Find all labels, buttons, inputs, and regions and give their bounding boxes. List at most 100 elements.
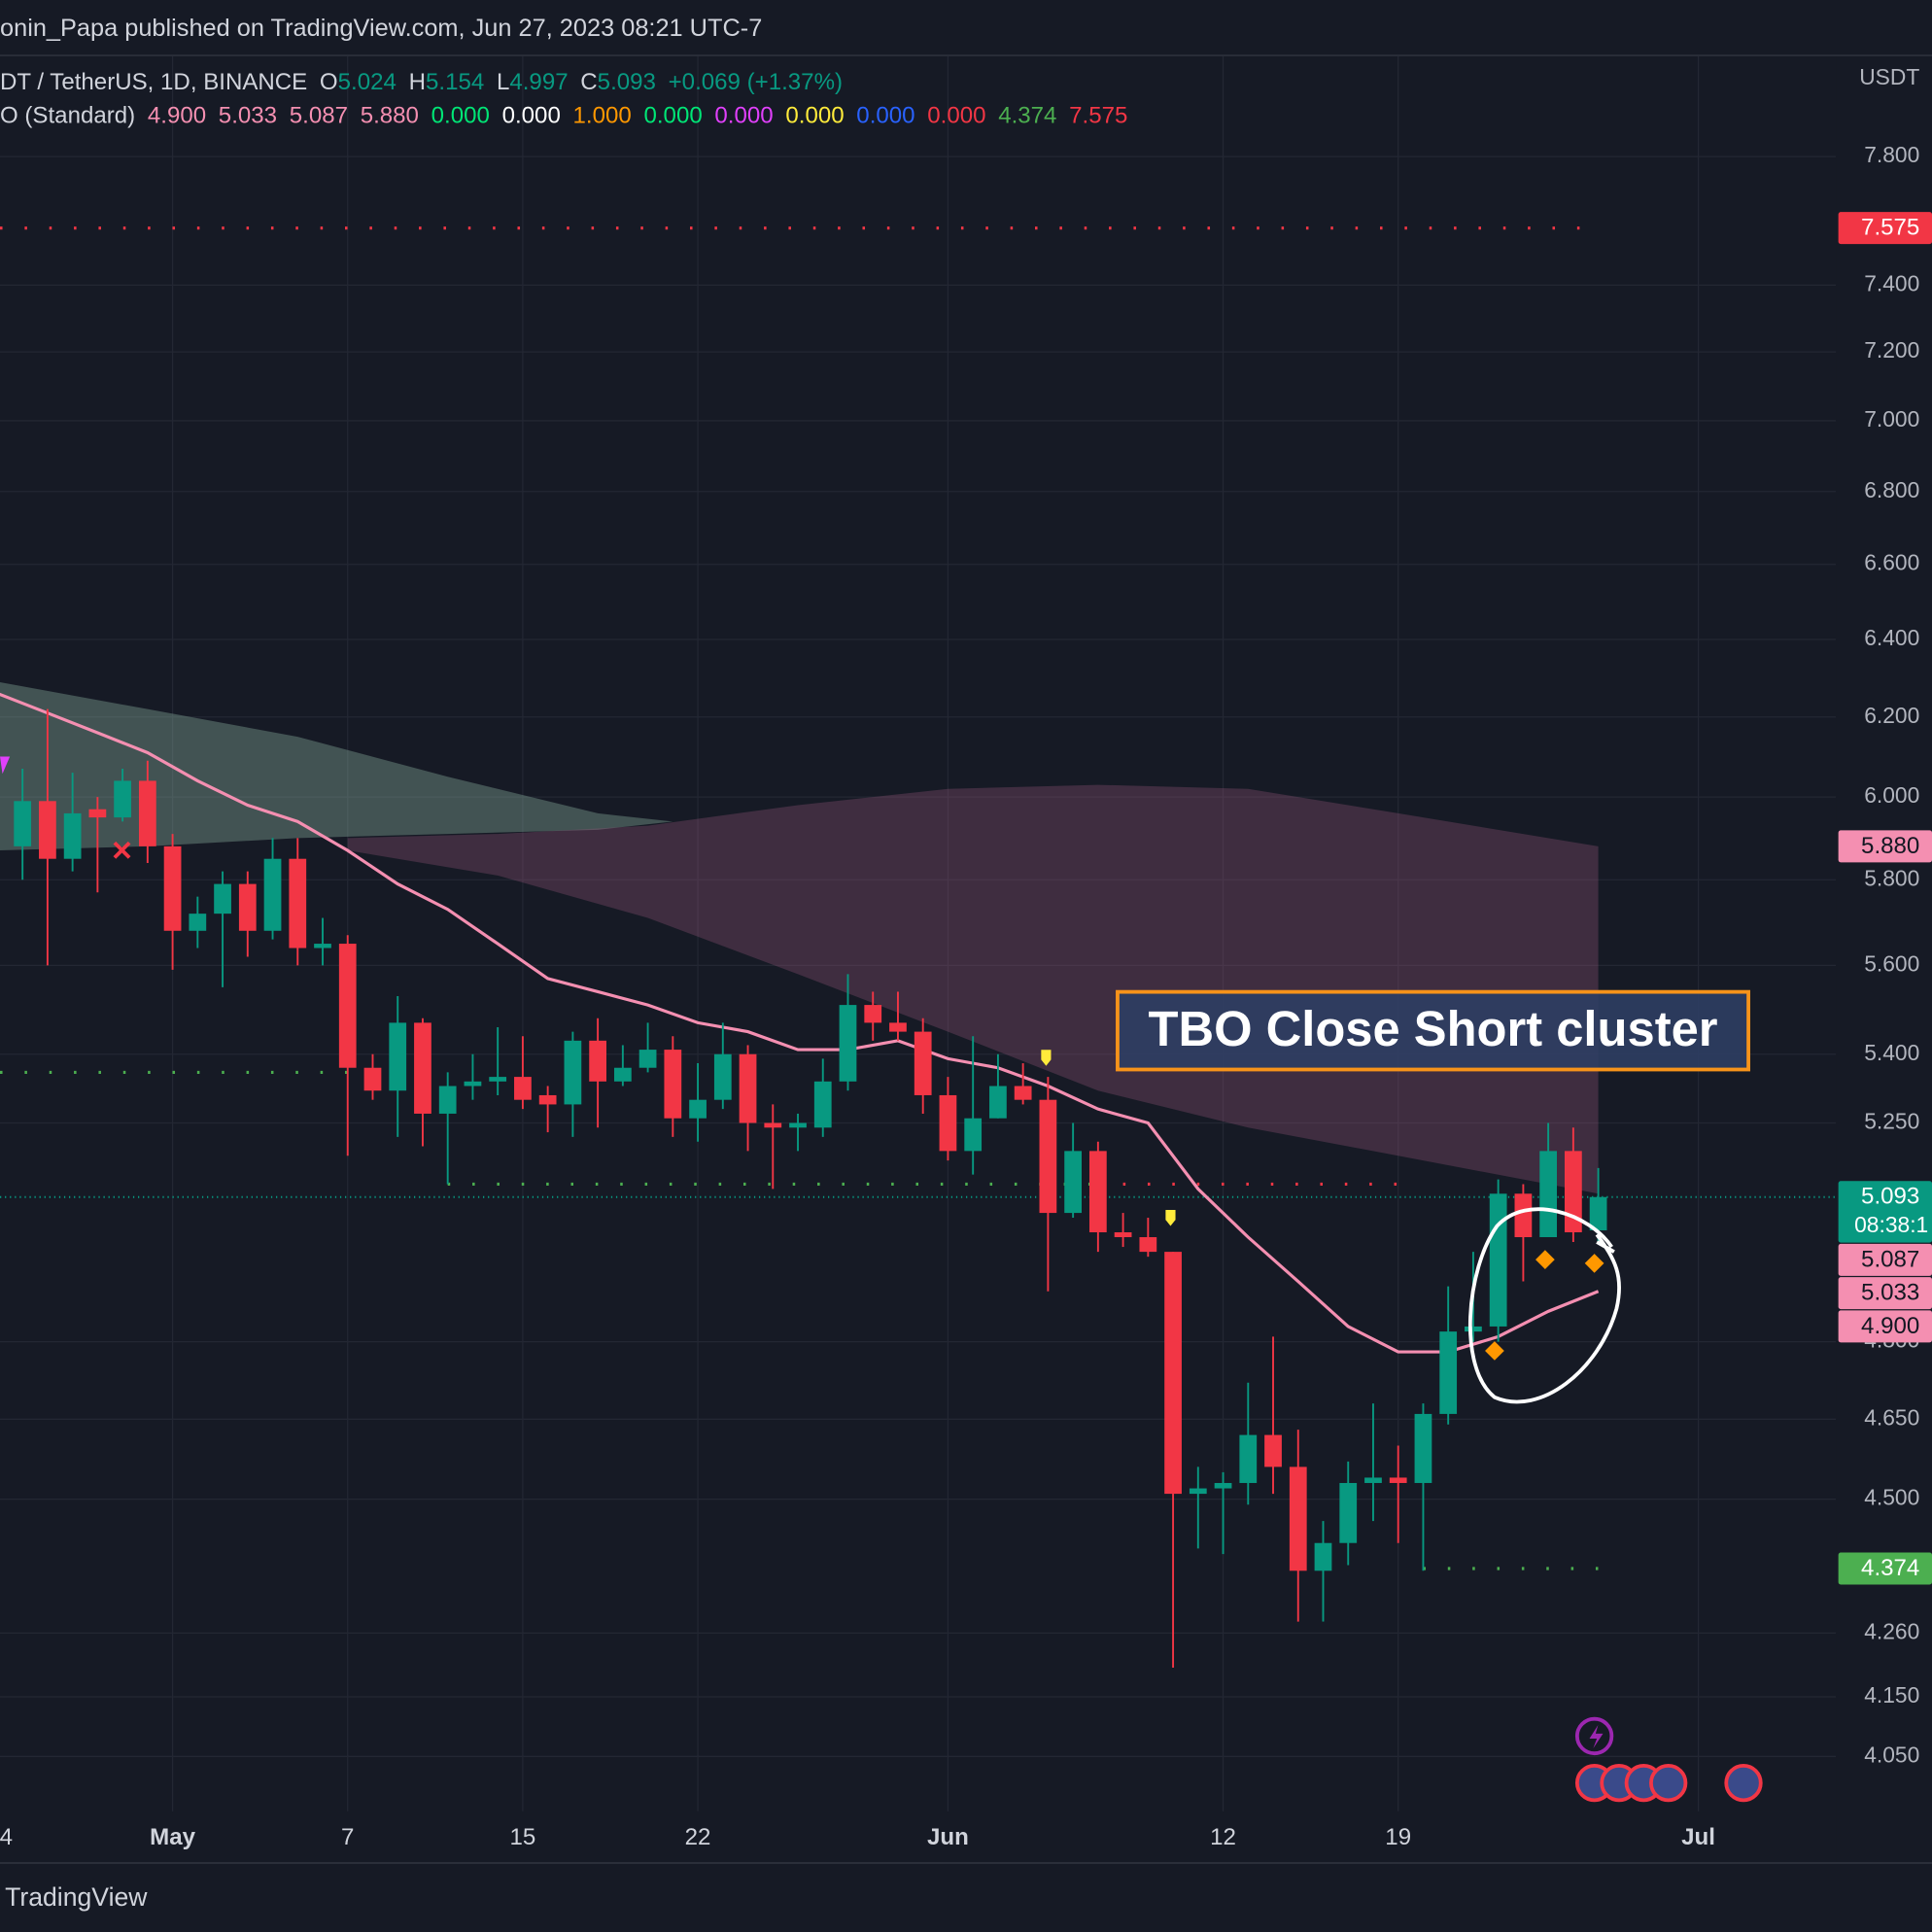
y-tick-label: 4.500 [1864, 1485, 1919, 1510]
candle-body [689, 1099, 707, 1119]
legend-item: 5.093 [598, 70, 656, 96]
candle-body [1514, 1193, 1533, 1238]
candle-body [1189, 1488, 1207, 1495]
price-label: 7.575 [1861, 215, 1919, 241]
y-tick-label: 6.800 [1864, 477, 1919, 502]
legend-item: C [580, 70, 597, 96]
legend-line: DT / TetherUS, 1D, BINANCE O5.024 H5.154 L4… [0, 70, 843, 96]
y-tick-label: 4.050 [1864, 1742, 1919, 1767]
legend-item: O [320, 70, 338, 96]
price-label-box [1838, 1310, 1932, 1343]
legend-item: 0.000 [643, 103, 702, 129]
legend-item: 5.024 [338, 70, 397, 96]
x-tick-label: 4 [0, 1824, 13, 1850]
y-tick-label: 4.150 [1864, 1682, 1919, 1708]
y-tick-label: 7.200 [1864, 337, 1919, 362]
candle-body [739, 1053, 757, 1123]
candle-body [964, 1118, 983, 1152]
candle-body [989, 1086, 1007, 1119]
candle-body [839, 1005, 857, 1082]
y-tick-label: 5.600 [1864, 950, 1919, 976]
countdown-label: 08:38:1 [1854, 1212, 1928, 1237]
legend-item: 4.374 [998, 103, 1056, 129]
signal-diamond [1485, 1341, 1504, 1361]
legend-item: O (Standard) [0, 103, 135, 129]
x-tick-label: 7 [341, 1824, 354, 1850]
y-tick-label: 6.200 [1864, 703, 1919, 728]
legend-item: 0.000 [714, 103, 773, 129]
legend-item: 4.900 [148, 103, 206, 129]
event-flag[interactable] [1649, 1763, 1688, 1803]
cloud-area [347, 784, 1599, 1194]
events [1574, 1716, 1763, 1803]
candle-body [664, 1050, 682, 1119]
y-tick-label: 5.800 [1864, 865, 1919, 890]
candle-body [214, 883, 231, 914]
candle-body [1064, 1151, 1082, 1214]
candle-body [764, 1122, 782, 1128]
candle-body [289, 858, 307, 949]
candle-body [1289, 1466, 1307, 1571]
candles [14, 708, 1607, 1668]
candle-body [1239, 1434, 1258, 1483]
legend-item: 1.000 [573, 103, 632, 129]
candle-body [1414, 1413, 1432, 1483]
signal-marker [1041, 1050, 1052, 1066]
candle-body [589, 1040, 606, 1082]
legend-item: 0.000 [785, 103, 844, 129]
candle-body [1088, 1151, 1107, 1233]
legend-item: 0.000 [927, 103, 985, 129]
header-bar [0, 0, 1932, 56]
legend-item: 0.000 [431, 103, 490, 129]
legend-item: 4.997 [509, 70, 568, 96]
y-tick-label: 6.600 [1864, 550, 1919, 575]
unit-label: USDT [1859, 64, 1919, 89]
candle-body [638, 1050, 657, 1068]
signal-marker [1165, 1210, 1176, 1226]
annotation-text: TBO Close Short cluster [1149, 1001, 1718, 1056]
candle-body [163, 845, 182, 931]
price-label-box [1838, 1243, 1932, 1276]
candle-body [1564, 1151, 1582, 1233]
signals [0, 756, 1604, 1361]
candle-body [1439, 1331, 1458, 1414]
price-label-box [1838, 1552, 1932, 1585]
candle-body [39, 801, 56, 859]
x-tick-label: Jul [1681, 1824, 1715, 1850]
legend-item: 5.033 [219, 103, 277, 129]
ma-line [0, 692, 1600, 1354]
y-tick-label: 6.400 [1864, 625, 1919, 650]
candle-body [414, 1022, 431, 1114]
annotation-box [1116, 989, 1750, 1072]
legend-item: 5.087 [290, 103, 348, 129]
price-label-box [1838, 830, 1932, 863]
candle-body [1214, 1482, 1232, 1489]
price-label: 4.374 [1861, 1555, 1919, 1581]
x-tick-label: 19 [1385, 1824, 1411, 1850]
candle-body [63, 812, 82, 859]
candle-body [613, 1067, 632, 1082]
candle-body [564, 1040, 582, 1105]
candle-body [464, 1081, 482, 1087]
candle-body [1389, 1477, 1407, 1483]
legend-item: 0.000 [502, 103, 561, 129]
header: onin_Papa published on TradingView.com, … [0, 15, 762, 42]
event-flag[interactable] [1724, 1763, 1763, 1803]
candle-body [1489, 1193, 1507, 1327]
candle-body [314, 944, 331, 949]
candle-body [789, 1122, 807, 1128]
cloud-area [0, 682, 673, 851]
price-label-box [1838, 1181, 1932, 1243]
candle-body [1014, 1086, 1032, 1100]
x-tick-label: 22 [685, 1824, 711, 1850]
candle-body [263, 858, 282, 931]
footer: TradingView [5, 1882, 148, 1912]
price-label: 5.093 [1861, 1184, 1919, 1210]
candle-body [114, 780, 131, 818]
legend-item: DT / TetherUS, 1D, BINANCE [0, 70, 307, 96]
candle-body [713, 1053, 732, 1100]
candle-body [189, 914, 207, 931]
candle-body [889, 1022, 907, 1032]
candle-body [389, 1022, 407, 1091]
